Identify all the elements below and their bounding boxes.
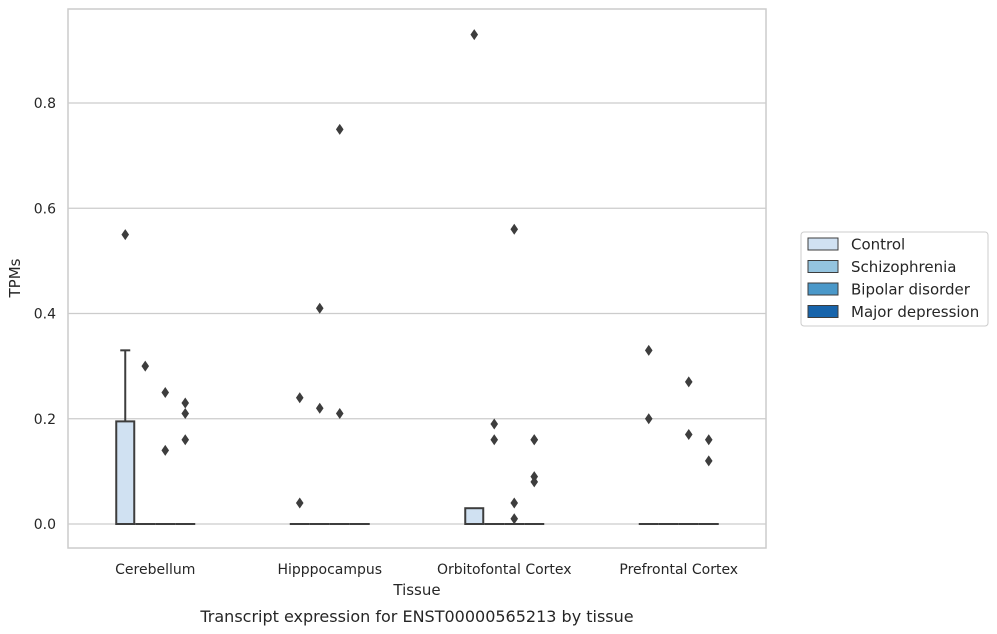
box-plots	[115, 349, 719, 526]
x-tick-label: Hipppocampus	[277, 562, 382, 578]
outlier-point	[510, 513, 519, 525]
box-body	[464, 507, 485, 525]
outlier-point	[470, 29, 479, 41]
x-tick-label: Prefrontal Cortex	[619, 562, 738, 578]
outlier-point	[530, 476, 539, 488]
outlier-point	[684, 376, 693, 388]
outlier-point	[704, 455, 713, 467]
box-control	[115, 349, 136, 526]
gridlines	[68, 102, 766, 525]
outlier-point	[121, 229, 130, 241]
outlier-point	[141, 360, 150, 372]
outlier-point	[684, 429, 693, 441]
legend-swatch	[807, 237, 839, 251]
outlier-point	[181, 407, 190, 419]
figure-caption: Transcript expression for ENST0000056521…	[199, 607, 633, 626]
outlier-point	[510, 223, 519, 235]
outlier-point	[315, 302, 324, 314]
y-tick-label: 0.2	[34, 412, 56, 428]
legend-label: Bipolar disorder	[851, 281, 971, 299]
outlier-point	[295, 392, 304, 404]
y-tick-labels: 0.0 0.2 0.4 0.6 0.8	[34, 96, 56, 533]
legend-swatch	[807, 260, 839, 273]
box-control	[464, 507, 485, 525]
plot-frame	[67, 8, 767, 549]
box-body	[115, 420, 136, 526]
legend-frame	[800, 231, 989, 327]
y-tick-label: 0.0	[34, 517, 56, 533]
outlier-points	[121, 29, 713, 525]
legend-swatch	[807, 305, 839, 318]
outlier-point	[530, 434, 539, 446]
outlier-point	[510, 497, 519, 509]
x-tick-label: Orbitofontal Cortex	[437, 562, 572, 578]
y-tick-label: 0.6	[34, 201, 56, 217]
x-tick-labels: Cerebellum Hipppocampus Orbitofontal Corte…	[115, 562, 738, 578]
legend-swatch	[807, 282, 839, 296]
outlier-point	[490, 434, 499, 446]
outlier-point	[490, 418, 499, 430]
y-tick-label: 0.8	[34, 96, 56, 112]
outlier-point	[161, 444, 170, 456]
outlier-point	[644, 344, 653, 356]
outlier-point	[704, 434, 713, 446]
y-axis-label: TPMs	[6, 258, 24, 298]
outlier-point	[161, 386, 170, 398]
x-axis-label: Tissue	[392, 581, 440, 599]
outlier-point	[181, 434, 190, 446]
outlier-point	[335, 123, 344, 135]
legend-label: Major depression	[851, 303, 979, 321]
outlier-point	[315, 402, 324, 414]
legend-label: Control	[851, 236, 905, 254]
legend: Control Schizophrenia Bipolar disorder Majo…	[800, 231, 989, 327]
legend-label: Schizophrenia	[851, 258, 956, 276]
outlier-point	[644, 413, 653, 425]
outlier-point	[335, 407, 344, 419]
outlier-point	[181, 397, 190, 409]
y-tick-label: 0.4	[34, 307, 56, 323]
outlier-point	[295, 497, 304, 509]
x-tick-label: Cerebellum	[115, 562, 195, 578]
